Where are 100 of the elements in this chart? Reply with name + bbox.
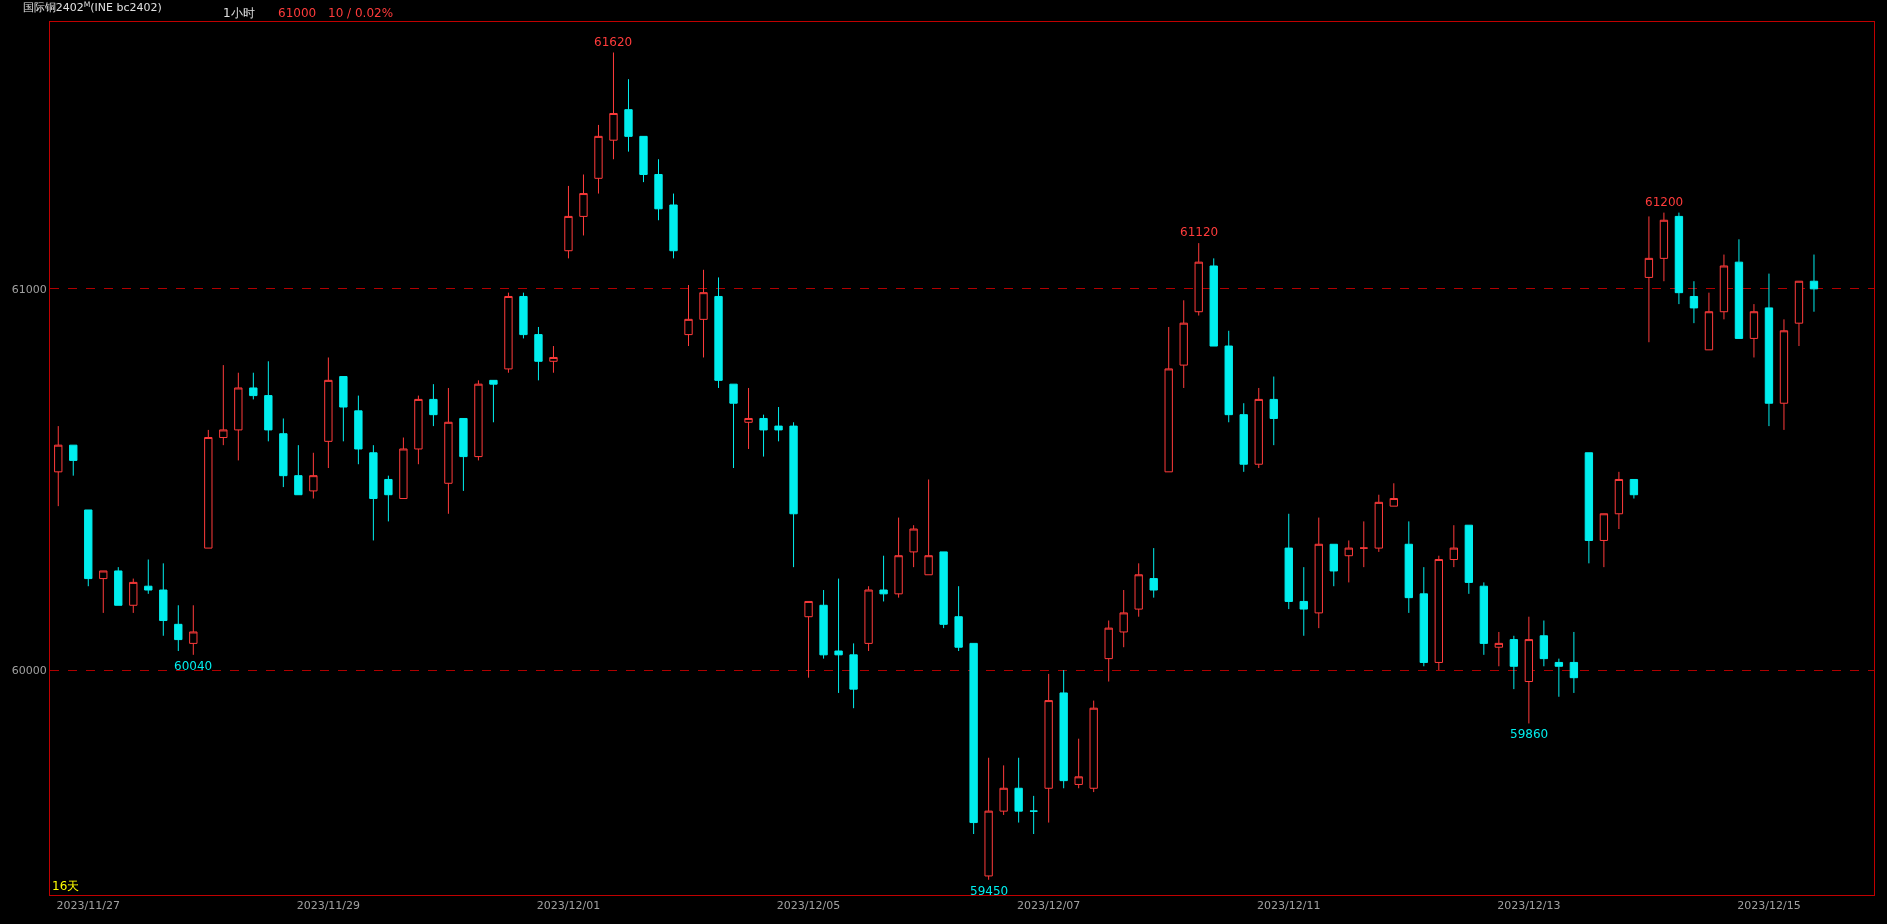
candlestick	[1239, 402, 1248, 473]
annotation: 61200	[1645, 195, 1684, 209]
candlestick	[354, 395, 363, 465]
candlestick	[1104, 620, 1113, 683]
candlestick	[609, 52, 618, 160]
candlestick	[789, 421, 798, 568]
candlestick	[1554, 658, 1564, 698]
candlestick	[909, 524, 918, 568]
candlestick	[249, 372, 258, 400]
candlestick	[984, 757, 993, 881]
candlestick	[1674, 212, 1684, 305]
candlestick	[639, 135, 648, 183]
candlestick	[444, 387, 453, 515]
candlestick	[339, 376, 348, 442]
candlestick	[1704, 292, 1714, 351]
candlestick	[744, 387, 753, 450]
candlestick	[1584, 452, 1594, 564]
candlestick	[774, 406, 783, 442]
candlestick	[1269, 376, 1278, 446]
candlestick	[1419, 566, 1428, 667]
candlestick	[1464, 524, 1474, 595]
candlestick	[1089, 700, 1098, 793]
candlestick	[1764, 273, 1774, 427]
x-tick-label: 2023/12/13	[1497, 899, 1561, 913]
candlestick	[1449, 524, 1458, 568]
candlestick	[1794, 280, 1804, 347]
candlestick	[189, 604, 198, 656]
candlestick	[1134, 562, 1143, 618]
candlestick	[279, 417, 288, 488]
candlestick	[1374, 494, 1383, 553]
x-tick-label: 2023/11/27	[56, 899, 120, 913]
candlestick	[219, 364, 228, 446]
candlestick	[834, 578, 843, 694]
x-tick-label: 2023/12/11	[1257, 899, 1321, 913]
candlestick	[1179, 299, 1188, 389]
candlestick	[1614, 471, 1624, 530]
candlestick	[1629, 478, 1639, 500]
candlestick	[174, 604, 183, 652]
candlestick	[654, 158, 663, 221]
candlestick	[519, 292, 528, 339]
candlestick	[234, 372, 243, 461]
candlestick	[69, 444, 78, 477]
candlestick	[144, 559, 153, 595]
candlestick	[1509, 635, 1519, 690]
candlestick	[1059, 669, 1068, 789]
candlestick	[669, 193, 678, 259]
candlestick	[1599, 513, 1609, 568]
candlestick	[1314, 517, 1323, 629]
candlestick	[999, 764, 1008, 816]
candlestick	[384, 475, 393, 522]
candlestick	[1404, 520, 1413, 614]
candlestick	[489, 379, 498, 423]
candlestick	[1389, 482, 1398, 507]
x-tick-label: 2023/12/07	[1016, 899, 1081, 913]
candlestick	[1719, 254, 1729, 320]
y-tick-label: 60000	[11, 663, 47, 677]
annotation: 61120	[1180, 225, 1219, 239]
candlestick	[819, 589, 828, 660]
candlestick	[1494, 631, 1504, 667]
candlestick	[324, 356, 333, 469]
candlestick	[1359, 520, 1368, 568]
candlestick	[1659, 212, 1669, 282]
candlestick	[1074, 738, 1083, 789]
candlestick	[459, 417, 468, 492]
candlestick	[414, 395, 423, 465]
candlestick	[1014, 757, 1023, 824]
candlestick	[1569, 631, 1579, 694]
candlestick	[1809, 254, 1819, 313]
annotation: 16天	[52, 879, 80, 893]
candlestick	[714, 276, 723, 389]
candlestick	[204, 429, 213, 549]
candlestick	[894, 517, 903, 599]
candlestick	[684, 284, 693, 347]
annotation: 59860	[1510, 727, 1549, 741]
annotation: 59450	[970, 884, 1009, 898]
candlestick	[1734, 238, 1744, 339]
candlestick	[1284, 513, 1293, 610]
candlestick	[549, 345, 558, 374]
candlestick	[969, 642, 978, 835]
candlestick	[474, 379, 483, 461]
candlestick	[534, 326, 543, 381]
candlestick	[594, 124, 603, 195]
candlestick	[99, 570, 108, 614]
candlestick	[1644, 215, 1654, 343]
candlestick	[1434, 555, 1443, 671]
text: 10 / 0.02%	[328, 6, 394, 20]
candlestick	[429, 383, 438, 427]
candlestick	[264, 360, 273, 442]
candlestick	[159, 562, 168, 637]
candlestick	[1539, 620, 1549, 667]
candlestick	[1299, 566, 1308, 637]
candlestick	[1164, 326, 1173, 473]
candlestick	[1149, 547, 1158, 599]
text: 61000	[278, 6, 317, 20]
candlestick	[1044, 673, 1053, 824]
candlestick	[1344, 539, 1353, 583]
candlestick	[624, 78, 633, 153]
x-tick-label: 2023/12/05	[776, 899, 841, 913]
chart-subtitle: 1小时	[223, 6, 255, 20]
candlestick	[1119, 589, 1128, 648]
